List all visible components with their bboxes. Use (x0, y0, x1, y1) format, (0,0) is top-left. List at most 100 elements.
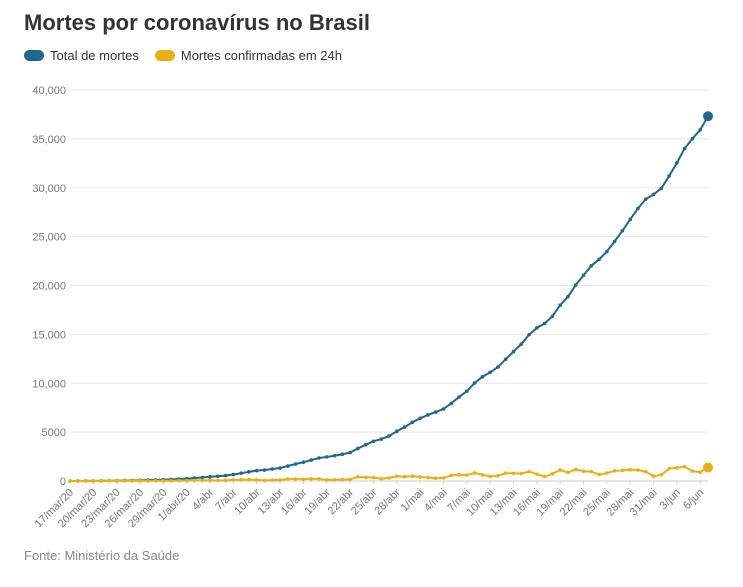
data-point-1 (293, 477, 298, 481)
y-tick-label: 15,000 (32, 329, 66, 341)
data-point-1 (262, 478, 267, 483)
data-point-1 (402, 474, 407, 479)
data-point-1 (107, 479, 111, 483)
data-point-1 (441, 476, 446, 480)
data-point-0 (605, 249, 609, 254)
data-point-1 (254, 478, 259, 482)
x-tick-label: 4/mai (422, 487, 450, 515)
data-point-0 (293, 462, 298, 466)
data-point-1 (301, 477, 306, 481)
data-point-1 (620, 468, 625, 473)
data-point-0 (340, 452, 345, 457)
data-point-1 (457, 472, 461, 477)
x-tick-label: 6/jun (681, 487, 706, 512)
data-point-1 (270, 478, 275, 482)
data-point-0 (208, 474, 212, 479)
y-tick-label: 40,000 (32, 85, 66, 97)
data-point-1 (433, 476, 438, 480)
data-point-0 (317, 456, 321, 460)
data-point-1 (597, 472, 601, 477)
data-point-0 (254, 468, 259, 473)
data-point-0 (402, 425, 407, 429)
data-point-0 (231, 472, 236, 477)
data-point-1 (472, 471, 477, 475)
data-point-0 (301, 460, 306, 464)
data-point-1 (247, 477, 251, 482)
data-point-0 (480, 375, 485, 379)
y-tick-label: 20,000 (32, 281, 66, 293)
data-point-1 (130, 479, 135, 483)
data-point-1 (340, 477, 345, 482)
data-point-1 (356, 475, 360, 479)
x-tick-label: 3/jun (658, 487, 683, 512)
data-point-0 (597, 257, 601, 262)
data-point-1 (387, 476, 391, 480)
data-point-0 (527, 332, 531, 337)
data-point-1 (682, 464, 687, 469)
x-tick-label: 28/abr (372, 486, 403, 517)
data-point-1 (75, 479, 80, 483)
data-point-1 (589, 469, 594, 474)
data-point-0 (332, 453, 337, 458)
data-point-0 (394, 429, 399, 434)
data-point-0 (535, 326, 539, 330)
legend-swatch-total (24, 50, 44, 61)
data-point-0 (270, 467, 275, 471)
data-point-0 (387, 434, 391, 438)
data-point-0 (573, 283, 578, 287)
data-point-1 (161, 478, 166, 483)
data-point-1 (410, 474, 415, 478)
data-point-1 (348, 477, 352, 482)
data-point-0 (589, 264, 594, 268)
data-point-0 (309, 458, 313, 462)
data-point-1 (278, 478, 282, 482)
x-tick-label: 1/mai (399, 487, 427, 515)
data-point-1 (527, 469, 531, 474)
series-line-0 (69, 115, 709, 482)
data-point-1 (239, 477, 243, 482)
data-point-1 (612, 469, 617, 473)
data-point-1 (192, 478, 197, 483)
data-point-0 (612, 239, 617, 244)
data-point-0 (247, 470, 251, 474)
data-point-0 (223, 473, 228, 478)
data-point-1 (169, 478, 173, 483)
data-point-0 (488, 370, 492, 375)
data-point-0 (441, 407, 446, 411)
data-point-0 (356, 446, 360, 451)
data-point-0 (457, 395, 461, 399)
data-point-1 (643, 469, 648, 474)
data-point-0 (690, 136, 695, 141)
data-point-1 (698, 470, 703, 474)
data-point-1 (566, 470, 570, 475)
legend-item-total: Total de mortes (24, 48, 139, 63)
y-tick-label: 30,000 (32, 183, 66, 195)
data-point-1 (636, 468, 640, 472)
x-tick-label: 4/abr (190, 486, 216, 512)
data-point-1 (488, 474, 492, 479)
data-point-1 (138, 479, 142, 483)
data-point-1 (480, 472, 485, 477)
data-point-1 (581, 469, 586, 474)
data-point-0 (682, 146, 687, 151)
legend-label-daily: Mortes confirmadas em 24h (180, 48, 342, 63)
data-point-0 (581, 273, 586, 278)
data-point-0 (659, 186, 664, 191)
data-point-0 (410, 420, 415, 425)
data-point-1 (659, 473, 664, 477)
data-point-1 (519, 471, 524, 476)
data-point-0 (216, 474, 220, 479)
data-point-1 (394, 474, 399, 479)
data-point-0 (620, 228, 625, 233)
data-point-0 (511, 349, 516, 354)
data-point-1 (122, 479, 127, 483)
data-point-1 (177, 478, 181, 483)
data-point-1 (153, 478, 158, 483)
data-point-0 (465, 389, 469, 393)
data-point-1 (465, 473, 469, 477)
source-note: Fonte: Ministério da Saúde (24, 548, 180, 563)
data-point-1 (550, 472, 555, 476)
data-point-1 (511, 471, 516, 476)
data-point-1 (332, 477, 337, 482)
